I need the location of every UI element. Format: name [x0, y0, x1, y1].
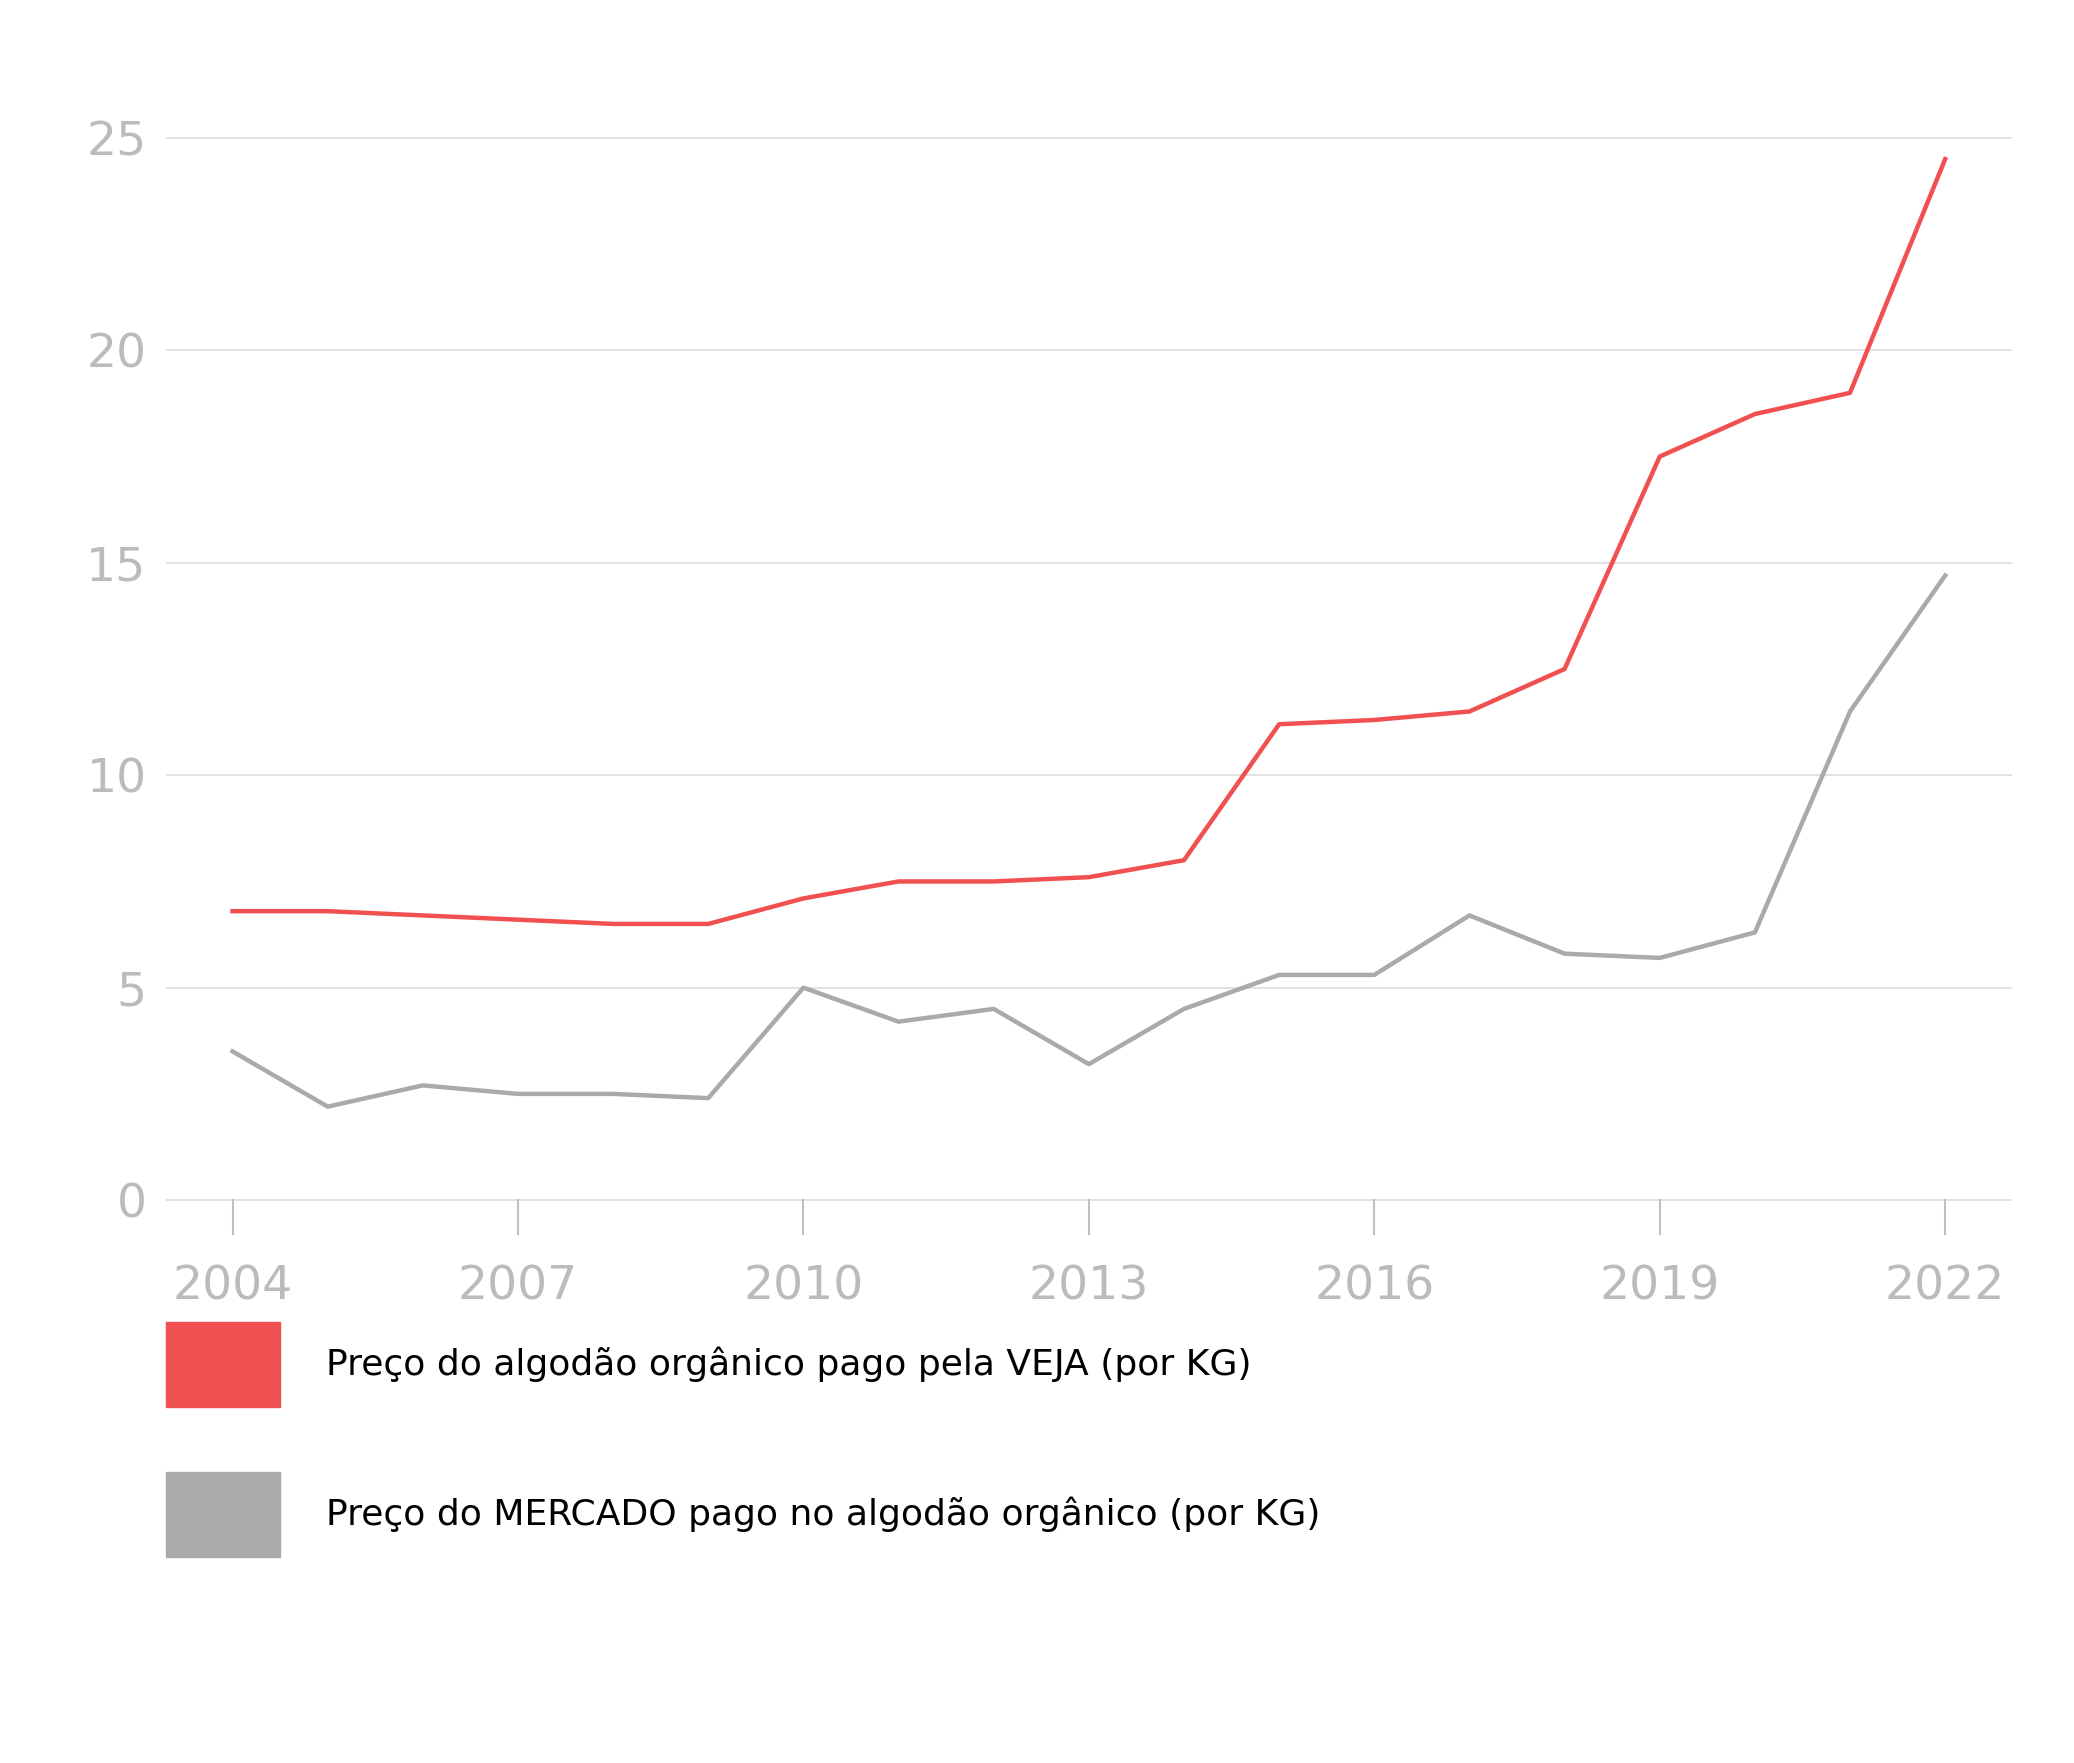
Text: Preço do algodão orgânico pago pela VEJA (por KG): Preço do algodão orgânico pago pela VEJA…	[326, 1347, 1251, 1382]
Text: Preço do MERCADO pago no algodão orgânico (por KG): Preço do MERCADO pago no algodão orgânic…	[326, 1497, 1319, 1532]
